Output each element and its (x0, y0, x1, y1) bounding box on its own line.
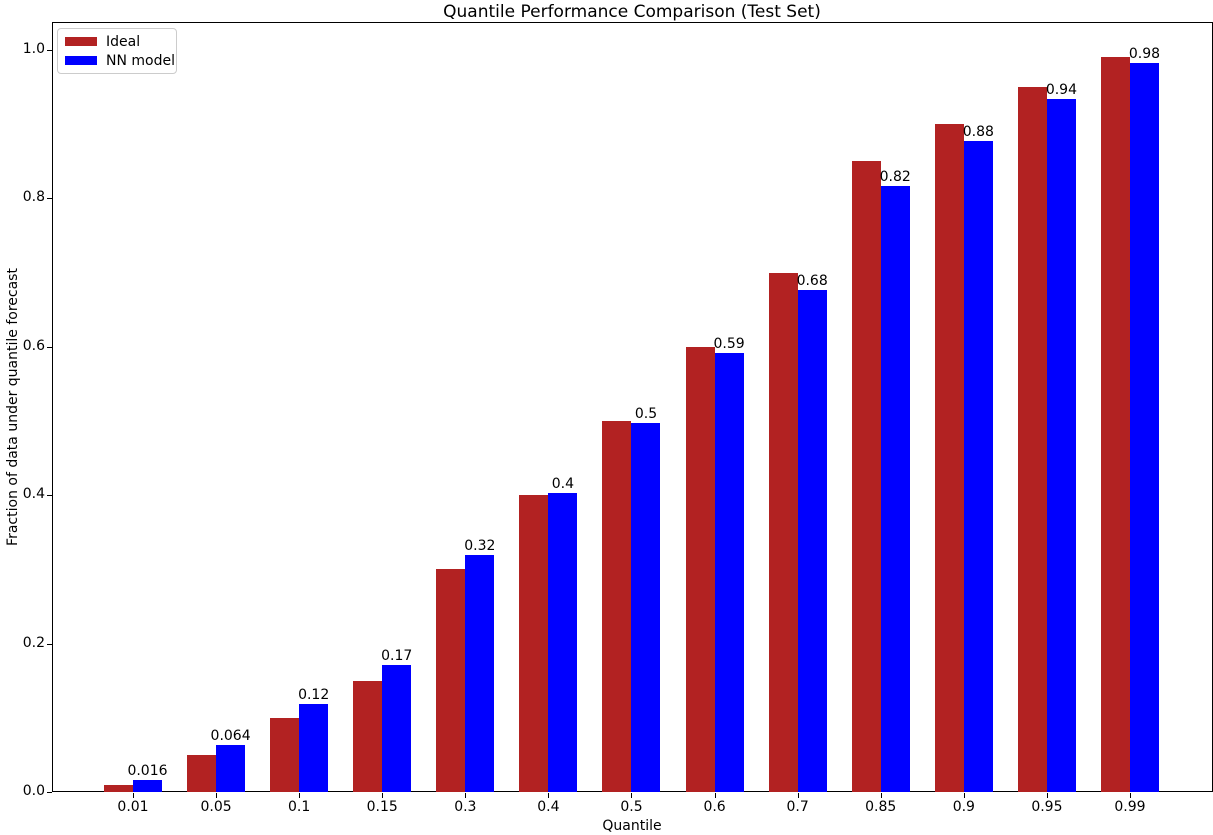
x-tick-label: 0.95 (1031, 799, 1063, 815)
x-tick-label: 0.85 (865, 799, 897, 815)
x-tick-mark (216, 793, 218, 798)
x-tick-mark (631, 793, 633, 798)
y-tick-label: 0.0 (22, 783, 45, 799)
x-tick-label: 0.99 (1114, 799, 1146, 815)
bar-nn-model (797, 289, 827, 792)
bar-value-label: 0.17 (381, 648, 413, 665)
legend-item-nn-model: NN model (65, 53, 175, 69)
legend-item-ideal: Ideal (65, 33, 169, 50)
bar-value-label: 0.59 (713, 335, 745, 352)
bar-ideal (685, 346, 715, 792)
bar-ideal (436, 569, 466, 792)
bar-ideal (934, 124, 964, 792)
y-tick-label: 0.6 (22, 337, 45, 354)
bar-ideal (1100, 57, 1130, 792)
chart-title: Quantile Performance Comparison (Test Se… (443, 2, 821, 22)
bar-nn-model (1129, 63, 1159, 792)
bar-nn-model (299, 704, 329, 792)
bar-value-label: 0.5 (634, 406, 658, 423)
x-tick-label: 0.4 (537, 799, 560, 815)
bar-ideal (353, 680, 383, 792)
y-tick-label: 1.0 (22, 40, 45, 57)
legend-swatch-nn-model (65, 56, 97, 65)
legend-label-ideal: Ideal (106, 33, 141, 50)
x-tick-mark (382, 793, 384, 798)
bar-ideal (187, 754, 217, 792)
bar-value-label: 0.32 (464, 538, 496, 555)
bar-ideal (768, 272, 798, 792)
x-tick-mark (963, 793, 965, 798)
x-tick-label: 0.05 (200, 799, 232, 815)
bar-value-label: 0.98 (1128, 46, 1161, 63)
bar-value-label: 0.82 (879, 168, 911, 185)
y-tick-mark (47, 792, 52, 793)
x-tick-mark (1129, 793, 1131, 798)
legend-label-nn-model: NN model (106, 52, 175, 69)
bar-ideal (104, 784, 133, 792)
x-tick-mark (548, 793, 550, 798)
x-tick-mark (797, 793, 799, 798)
x-tick-mark (1046, 793, 1048, 798)
bar-nn-model (1046, 98, 1076, 792)
bar-nn-model (133, 780, 162, 792)
x-tick-label: 0.1 (288, 799, 311, 815)
y-tick-mark (47, 643, 52, 645)
bar-nn-model (216, 744, 246, 792)
y-tick-mark (47, 495, 52, 497)
y-tick-mark (47, 49, 52, 51)
bar-nn-model (631, 423, 661, 792)
x-tick-label: 0.9 (952, 799, 975, 815)
x-tick-label: 0.01 (117, 799, 149, 815)
y-tick-label: 0.8 (22, 189, 45, 206)
x-tick-mark (880, 793, 882, 798)
bar-ideal (519, 495, 549, 792)
x-tick-label: 0.15 (366, 799, 398, 815)
x-tick-mark (133, 793, 134, 798)
bar-value-label: 0.68 (796, 272, 828, 289)
bar-value-label: 0.064 (210, 727, 251, 744)
bar-nn-model (714, 352, 744, 792)
bar-value-label: 0.88 (962, 124, 994, 141)
bar-ideal (1017, 87, 1047, 792)
bar-value-label: 0.4 (551, 475, 575, 492)
bar-nn-model (963, 141, 993, 792)
bar-value-label: 0.12 (298, 687, 330, 704)
bar-ideal (270, 717, 300, 792)
bar-nn-model (465, 555, 495, 792)
bar-value-label: 0.94 (1045, 81, 1077, 98)
y-tick-label: 0.2 (22, 634, 45, 651)
y-axis-label: Fraction of data under quantile forecast (5, 268, 21, 546)
bar-nn-model (548, 492, 578, 792)
x-tick-label: 0.6 (703, 799, 726, 815)
y-tick-mark (47, 346, 52, 348)
bar-ideal (851, 161, 881, 792)
x-tick-label: 0.7 (786, 799, 809, 815)
legend-swatch-ideal (65, 37, 97, 46)
y-tick-mark (47, 198, 52, 200)
x-tick-label: 0.3 (454, 799, 477, 815)
x-tick-label: 0.5 (620, 799, 643, 815)
x-tick-mark (299, 793, 301, 798)
y-tick-label: 0.4 (22, 486, 45, 503)
bar-value-label: 0.016 (127, 763, 168, 780)
bar-ideal (602, 420, 632, 792)
x-tick-mark (714, 793, 716, 798)
bar-nn-model (880, 185, 910, 792)
x-tick-mark (465, 793, 467, 798)
legend: Ideal NN model (57, 28, 177, 74)
x-axis-label: Quantile (602, 818, 662, 834)
bar-nn-model (382, 665, 412, 792)
